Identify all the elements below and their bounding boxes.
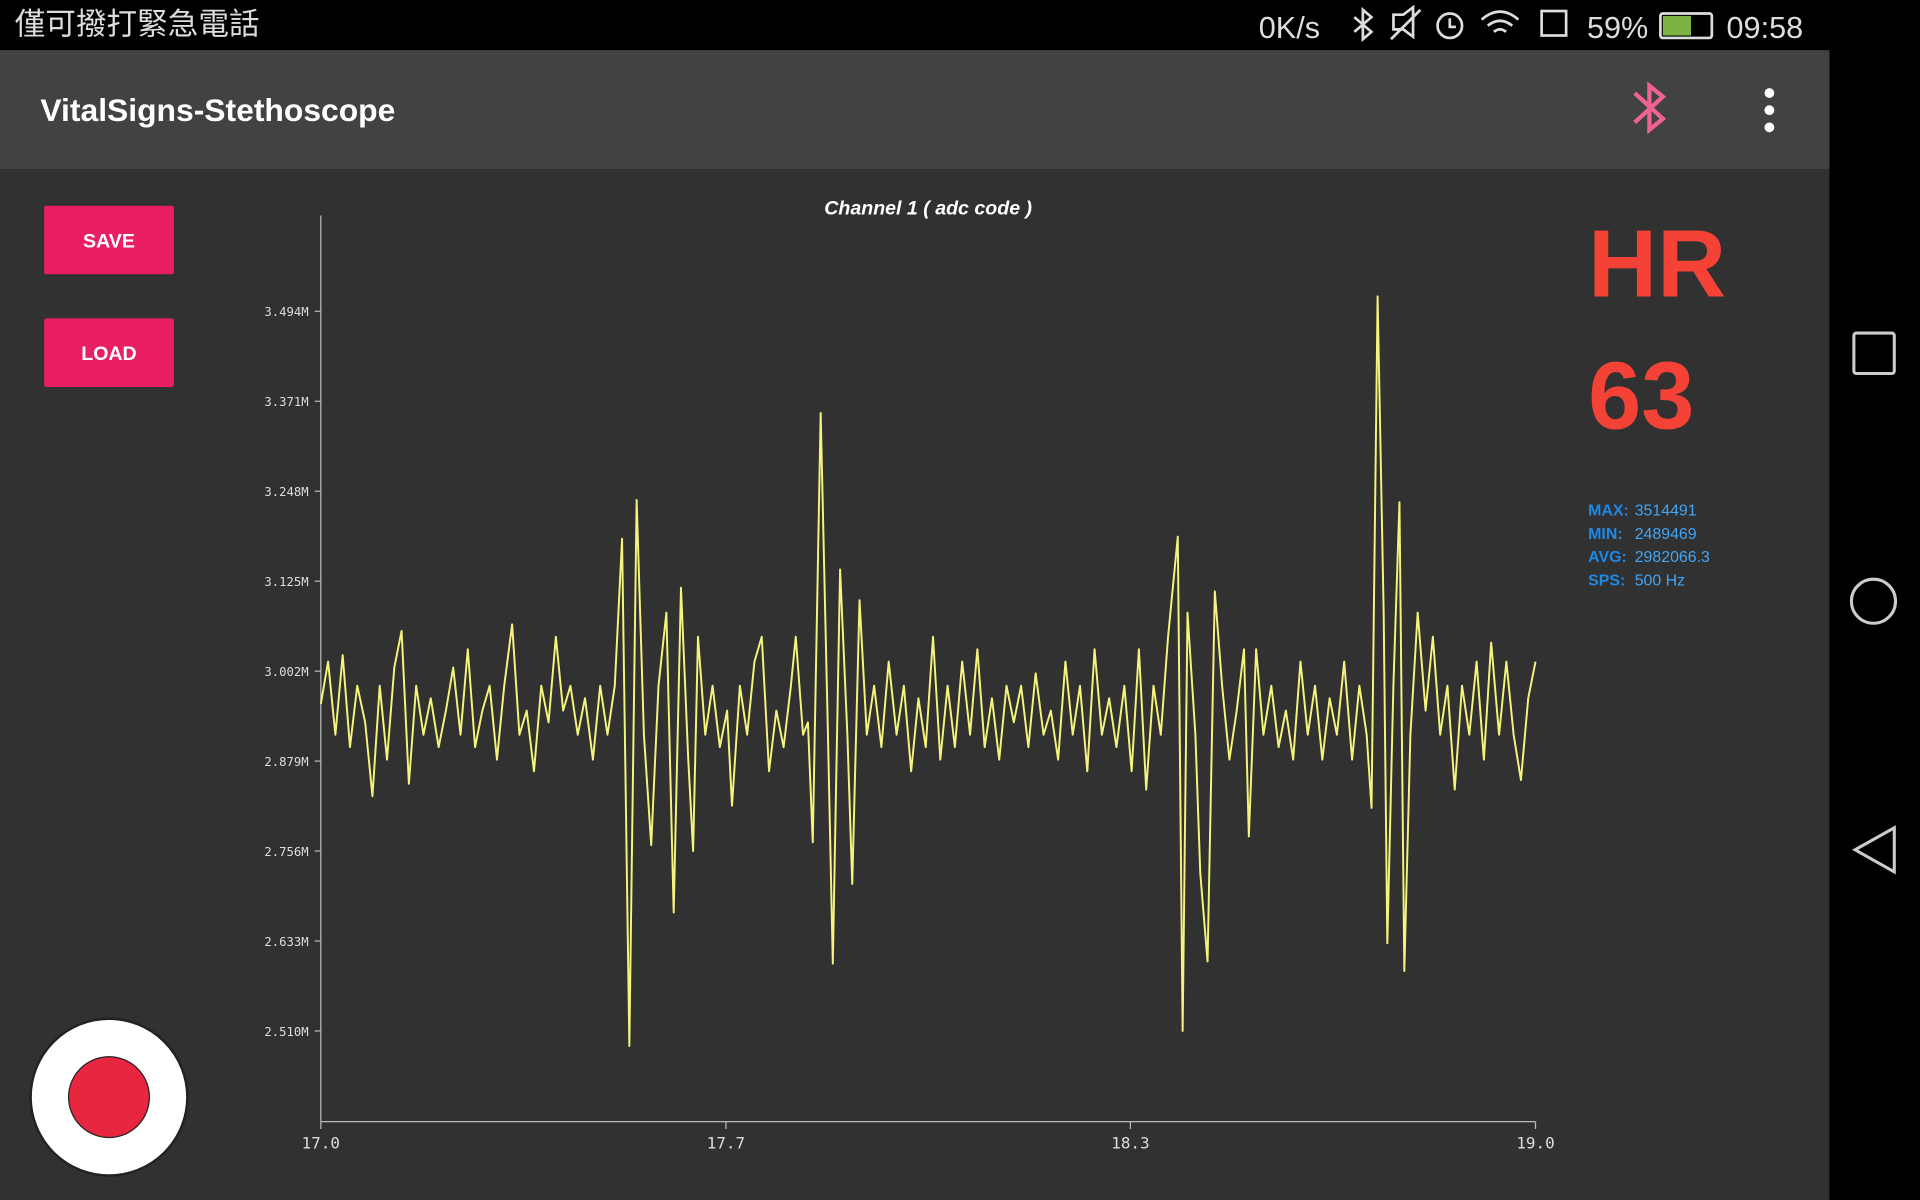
x-tick-label: 17.0 xyxy=(302,1134,340,1153)
load-label: LOAD xyxy=(81,343,136,365)
chart: 3.494M 3.371M 3.248M 3.125M 3.002M 2.879M 2.75… xyxy=(264,215,1555,1153)
y-tick-label: 2.756M xyxy=(264,845,308,859)
back-button[interactable] xyxy=(1851,825,1896,875)
status-icons xyxy=(1353,4,1714,43)
carrier-text: 僅可撥打緊急電話 xyxy=(15,7,260,41)
save-label: SAVE xyxy=(83,230,135,252)
chart-title: Channel 1 ( adc code ) xyxy=(824,197,1032,219)
stat-label: SPS: xyxy=(1588,572,1625,589)
y-tick-label: 3.125M xyxy=(264,575,308,589)
x-tick-label: 18.3 xyxy=(1111,1134,1149,1153)
hr-label: HR xyxy=(1588,211,1726,317)
y-tick-label: 2.879M xyxy=(264,755,308,769)
y-tick-label: 2.633M xyxy=(264,935,308,949)
stat-value: 2489469 xyxy=(1635,526,1697,543)
stat-value: 3514491 xyxy=(1635,503,1697,520)
y-tick-label: 3.002M xyxy=(264,665,308,679)
load-button[interactable]: LOAD xyxy=(44,318,174,387)
app-bar xyxy=(0,50,1830,169)
stat-value: 2982066.3 xyxy=(1635,549,1710,566)
clock: 09:58 xyxy=(1727,11,1804,45)
battery-text: 59% xyxy=(1587,11,1648,45)
app-title: VitalSigns-Stethoscope xyxy=(40,92,395,128)
stat-label: MIN: xyxy=(1588,526,1622,543)
signal-line xyxy=(319,295,1537,1047)
battery-level xyxy=(1662,15,1692,36)
bluetooth-button[interactable] xyxy=(1633,81,1667,135)
x-tick-label: 19.0 xyxy=(1516,1134,1554,1153)
network-speed: 0K/s xyxy=(1259,11,1320,45)
record-button[interactable] xyxy=(29,1017,189,1177)
y-tick-label: 3.248M xyxy=(264,485,308,499)
stats: MAX: 3514491 MIN: 2489469 AVG: 2982066.3 SPS: 5… xyxy=(1588,503,1710,590)
save-button[interactable]: SAVE xyxy=(44,205,174,275)
y-tick-label: 2.510M xyxy=(264,1025,308,1039)
home-button[interactable] xyxy=(1849,577,1898,625)
nav-bar xyxy=(1849,331,1898,875)
y-tick-label: 3.371M xyxy=(264,395,308,409)
overflow-menu[interactable] xyxy=(1764,88,1775,133)
stat-value: 500 Hz xyxy=(1635,572,1685,589)
hr-value: 63 xyxy=(1588,344,1694,450)
stat-label: AVG: xyxy=(1588,549,1627,566)
y-tick-label: 3.494M xyxy=(264,305,308,319)
content-area xyxy=(0,50,1830,1200)
stat-label: MAX: xyxy=(1588,503,1629,520)
x-tick-label: 17.7 xyxy=(707,1134,745,1153)
recents-button[interactable] xyxy=(1852,331,1896,375)
